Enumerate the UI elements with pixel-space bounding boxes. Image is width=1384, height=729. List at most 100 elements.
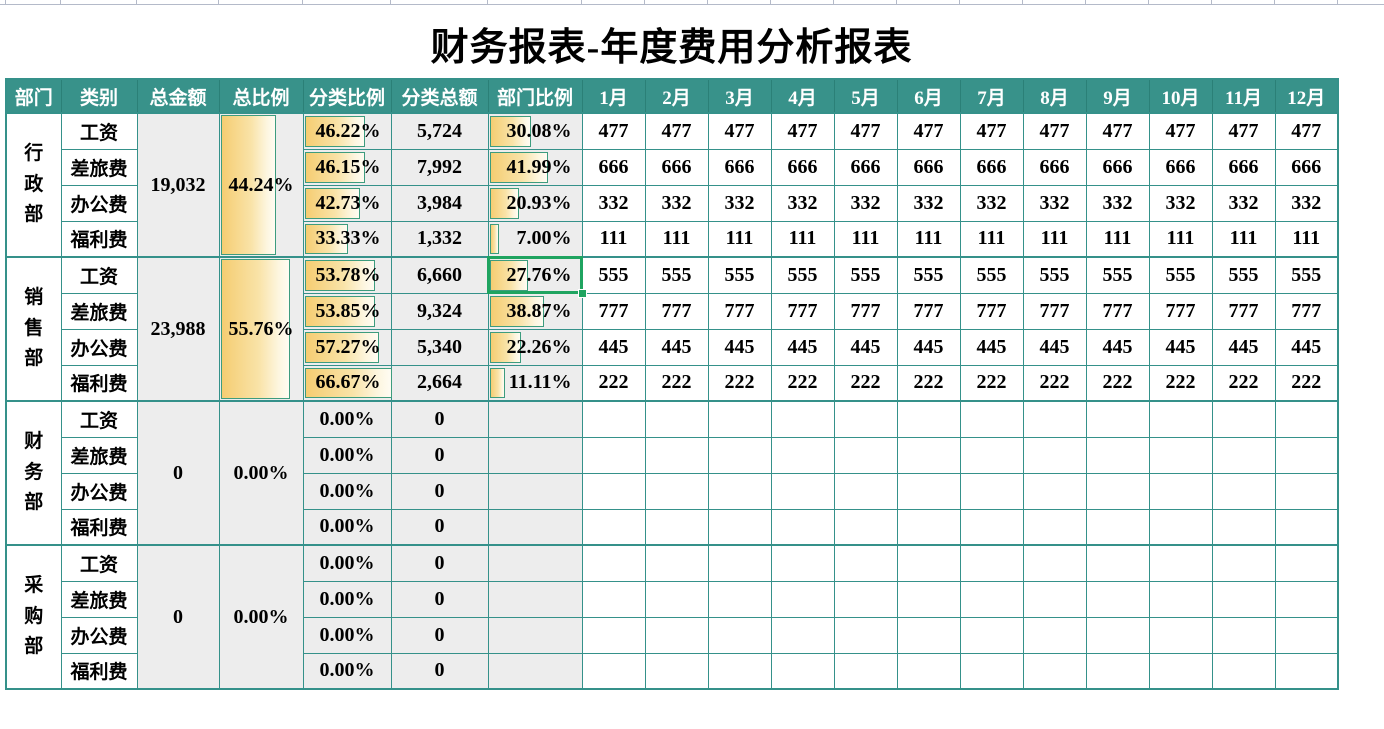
cell-category[interactable]: 福利费 xyxy=(60,364,138,402)
cell-month[interactable]: 445 xyxy=(959,328,1024,366)
column-header[interactable]: 总金额 xyxy=(136,78,220,114)
cell-month[interactable]: 477 xyxy=(644,112,709,150)
cell-dept-pct[interactable]: 20.93% xyxy=(487,184,583,222)
cell-month[interactable] xyxy=(644,580,709,618)
cell-dept-pct[interactable] xyxy=(487,400,583,438)
cell-category-pct[interactable]: 0.00% xyxy=(302,400,392,438)
cell-category-pct[interactable]: 0.00% xyxy=(302,580,392,618)
cell-category[interactable]: 办公费 xyxy=(60,616,138,654)
cell-month[interactable]: 111 xyxy=(707,220,772,258)
cell-month[interactable]: 332 xyxy=(1148,184,1213,222)
cell-month[interactable]: 445 xyxy=(1211,328,1276,366)
cell-month[interactable] xyxy=(1148,436,1213,474)
cell-month[interactable]: 332 xyxy=(770,184,835,222)
cell-month[interactable] xyxy=(959,436,1024,474)
cell-month[interactable]: 555 xyxy=(644,256,709,294)
cell-month[interactable] xyxy=(770,616,835,654)
cell-month[interactable]: 111 xyxy=(1211,220,1276,258)
cell-month[interactable]: 445 xyxy=(581,328,646,366)
cell-department[interactable]: 采购部 xyxy=(5,544,62,690)
cell-department[interactable]: 财务部 xyxy=(5,400,62,546)
cell-category-pct[interactable]: 0.00% xyxy=(302,436,392,474)
cell-month[interactable]: 666 xyxy=(833,148,898,186)
cell-category-pct[interactable]: 0.00% xyxy=(302,472,392,510)
cell-category-pct[interactable]: 66.67% xyxy=(302,364,392,402)
cell-month[interactable] xyxy=(833,472,898,510)
cell-month[interactable] xyxy=(1022,580,1087,618)
cell-month[interactable]: 445 xyxy=(1148,328,1213,366)
cell-month[interactable]: 555 xyxy=(1274,256,1339,294)
cell-month[interactable] xyxy=(770,436,835,474)
column-header[interactable]: 分类比例 xyxy=(302,78,392,114)
cell-month[interactable]: 111 xyxy=(1274,220,1339,258)
cell-dept-pct[interactable]: 22.26% xyxy=(487,328,583,366)
cell-month[interactable] xyxy=(959,400,1024,438)
cell-month[interactable] xyxy=(1148,580,1213,618)
cell-month[interactable] xyxy=(1085,652,1150,690)
column-header[interactable]: 分类总额 xyxy=(390,78,489,114)
cell-month[interactable]: 111 xyxy=(581,220,646,258)
cell-category-total[interactable]: 5,340 xyxy=(390,328,489,366)
column-header[interactable]: 8月 xyxy=(1022,78,1087,114)
cell-month[interactable] xyxy=(896,400,961,438)
cell-month[interactable] xyxy=(1274,436,1339,474)
cell-month[interactable] xyxy=(959,652,1024,690)
cell-month[interactable]: 222 xyxy=(1211,364,1276,402)
cell-month[interactable] xyxy=(644,652,709,690)
cell-category-total[interactable]: 9,324 xyxy=(390,292,489,330)
cell-month[interactable]: 555 xyxy=(1085,256,1150,294)
cell-month[interactable]: 477 xyxy=(770,112,835,150)
cell-month[interactable] xyxy=(1274,400,1339,438)
cell-month[interactable] xyxy=(1022,472,1087,510)
cell-month[interactable] xyxy=(1085,472,1150,510)
column-header[interactable]: 6月 xyxy=(896,78,961,114)
cell-month[interactable]: 222 xyxy=(959,364,1024,402)
cell-category[interactable]: 工资 xyxy=(60,256,138,294)
cell-month[interactable]: 777 xyxy=(581,292,646,330)
cell-category[interactable]: 福利费 xyxy=(60,508,138,546)
cell-month[interactable] xyxy=(1211,508,1276,546)
cell-month[interactable] xyxy=(1274,544,1339,582)
cell-month[interactable] xyxy=(644,616,709,654)
cell-month[interactable] xyxy=(707,508,772,546)
cell-month[interactable]: 555 xyxy=(1211,256,1276,294)
cell-category-total[interactable]: 0 xyxy=(390,472,489,510)
cell-month[interactable] xyxy=(770,652,835,690)
cell-month[interactable] xyxy=(581,436,646,474)
cell-month[interactable]: 332 xyxy=(1211,184,1276,222)
cell-month[interactable] xyxy=(581,652,646,690)
cell-month[interactable]: 445 xyxy=(1085,328,1150,366)
cell-month[interactable]: 477 xyxy=(581,112,646,150)
cell-month[interactable] xyxy=(1148,616,1213,654)
cell-month[interactable] xyxy=(833,400,898,438)
cell-month[interactable]: 777 xyxy=(1274,292,1339,330)
cell-category-total[interactable]: 2,664 xyxy=(390,364,489,402)
cell-category-pct[interactable]: 0.00% xyxy=(302,652,392,690)
cell-category-total[interactable]: 3,984 xyxy=(390,184,489,222)
cell-category[interactable]: 差旅费 xyxy=(60,292,138,330)
cell-total-pct[interactable]: 0.00% xyxy=(218,544,304,690)
column-header[interactable]: 总比例 xyxy=(218,78,304,114)
cell-month[interactable] xyxy=(896,580,961,618)
cell-category-total[interactable]: 0 xyxy=(390,580,489,618)
column-header[interactable]: 4月 xyxy=(770,78,835,114)
cell-month[interactable]: 666 xyxy=(896,148,961,186)
cell-category-total[interactable]: 1,332 xyxy=(390,220,489,258)
cell-dept-pct[interactable]: 11.11% xyxy=(487,364,583,402)
cell-month[interactable]: 222 xyxy=(1274,364,1339,402)
cell-month[interactable] xyxy=(1211,544,1276,582)
cell-month[interactable] xyxy=(1085,436,1150,474)
cell-month[interactable]: 111 xyxy=(1148,220,1213,258)
cell-month[interactable]: 666 xyxy=(581,148,646,186)
cell-total-pct[interactable]: 0.00% xyxy=(218,400,304,546)
cell-dept-pct[interactable] xyxy=(487,436,583,474)
column-header[interactable]: 12月 xyxy=(1274,78,1339,114)
cell-month[interactable] xyxy=(1211,652,1276,690)
cell-category[interactable]: 福利费 xyxy=(60,652,138,690)
cell-month[interactable] xyxy=(707,544,772,582)
cell-month[interactable] xyxy=(581,400,646,438)
cell-month[interactable] xyxy=(707,580,772,618)
cell-month[interactable]: 111 xyxy=(896,220,961,258)
cell-dept-pct[interactable] xyxy=(487,616,583,654)
cell-month[interactable]: 222 xyxy=(644,364,709,402)
